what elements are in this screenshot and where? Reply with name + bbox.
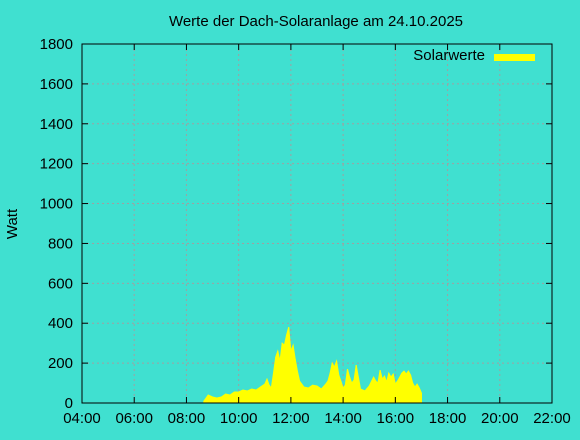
y-tick-label: 200 — [48, 355, 73, 372]
y-tick-label: 1800 — [40, 36, 73, 53]
legend: Solarwerte — [413, 47, 535, 64]
y-tick-label: 1000 — [40, 196, 73, 213]
x-tick-label: 10:00 — [220, 410, 258, 427]
x-tick-label: 06:00 — [115, 410, 153, 427]
y-tick-label: 1200 — [40, 156, 73, 173]
legend-label: Solarwerte — [413, 47, 485, 64]
y-tick-label: 1400 — [40, 116, 73, 133]
x-tick-label: 12:00 — [272, 410, 310, 427]
legend-swatch — [494, 54, 535, 61]
series-area-group — [203, 327, 422, 404]
y-tick-label: 1600 — [40, 76, 73, 93]
x-tick-label: 08:00 — [168, 410, 206, 427]
plot-frame — [81, 43, 553, 404]
x-tick-label: 14:00 — [324, 410, 362, 427]
axis-ticks: 0 200 400 600 800 1000 1200 1400 1600 1800 04:00 06… — [40, 36, 571, 427]
x-tick-label: 20:00 — [481, 410, 519, 427]
y-tick-label: 600 — [48, 275, 73, 292]
y-axis-label: Watt — [4, 208, 21, 239]
y-tick-label: 400 — [48, 315, 73, 332]
x-tick-label: 04:00 — [63, 410, 101, 427]
y-tick-label: 800 — [48, 235, 73, 252]
y-tick-label: 0 — [65, 395, 73, 412]
grid-lines — [82, 44, 552, 403]
x-tick-label: 16:00 — [377, 410, 415, 427]
chart-title: Werte der Dach-Solaranlage am 24.10.2025 — [169, 13, 463, 30]
x-tick-label: 18:00 — [429, 410, 467, 427]
x-tick-label: 22:00 — [533, 410, 571, 427]
